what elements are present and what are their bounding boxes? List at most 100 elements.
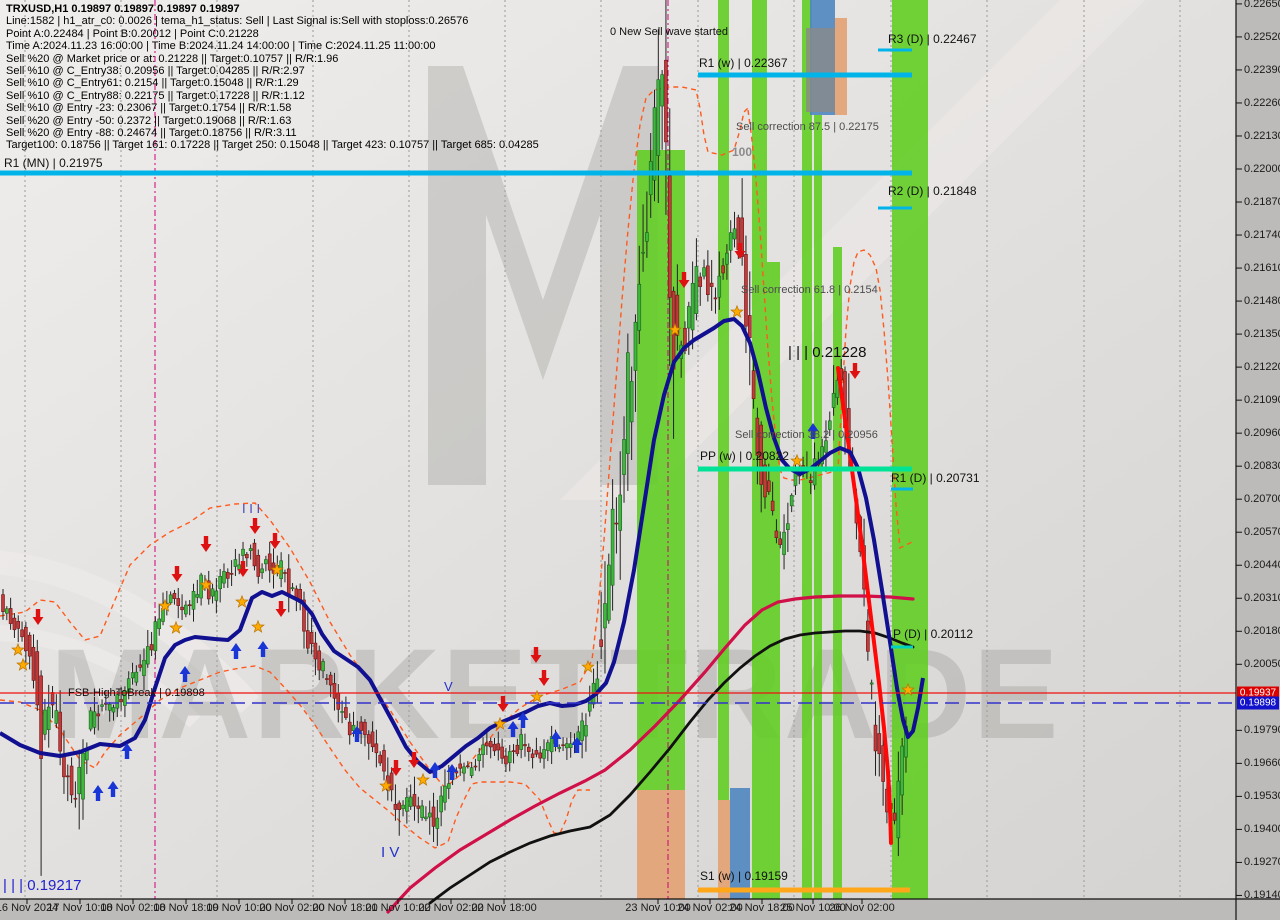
sell-arrow-icon (538, 670, 550, 686)
price-axis-label: 0.19660 (1244, 757, 1280, 770)
buy-arrow-icon (257, 641, 269, 657)
price-axis-label: 0.21870 (1244, 196, 1280, 209)
indicator-info-line: Line:1582 | h1_atr_c0: 0.0026 | tema_h1_… (6, 15, 469, 28)
time-axis-label: 22 Nov 18:00 (471, 902, 537, 914)
indicator-info-panel: TRXUSD,H1 0.19897 0.19897 0.19897 0.1989… (6, 3, 539, 152)
sell-arrow-icon (734, 243, 746, 259)
time-axis-label: 18 Nov 02:00 (100, 902, 166, 914)
time-axis-label: 24 Nov 02:00 (677, 902, 743, 914)
entry-star-icon (16, 657, 30, 671)
buy-arrow-icon (230, 643, 242, 659)
buy-arrow-icon (550, 731, 562, 747)
time-axis-label: 26 Nov 02:00 (829, 902, 895, 914)
indicator-info-line: Sell %20 @ Entry -88: 0.24674 || Target:… (6, 127, 297, 140)
indicator-info-line: Sell %20 @ Market price or at: 0.21228 |… (6, 52, 339, 65)
price-axis-label: 0.21480 (1244, 295, 1280, 308)
price-axis-label: 0.22130 (1244, 129, 1280, 142)
chart-label: S1 (w) | 0.19159 (700, 869, 788, 883)
chart-label: R1 (MN) | 0.21975 (4, 156, 103, 170)
entry-star-icon (790, 453, 804, 467)
price-axis-label: 0.22260 (1244, 96, 1280, 109)
indicator-info-line: Sell %20 @ Entry -50: 0.2372 || Target:0… (6, 114, 292, 127)
entry-star-icon (199, 577, 213, 591)
buy-arrow-icon (807, 423, 819, 439)
price-axis-label: 0.21350 (1244, 328, 1280, 341)
price-axis-label: 0.19530 (1244, 790, 1280, 803)
buy-arrow-icon (517, 712, 529, 728)
sell-arrow-icon (497, 696, 509, 712)
ma-navy (0, 317, 925, 774)
chart-label: R2 (D) | 0.21848 (888, 184, 977, 198)
price-axis-label: 0.20440 (1244, 559, 1280, 572)
sell-arrow-icon (530, 647, 542, 663)
gridlines (24, 0, 1181, 899)
price-axis-label: 0.19400 (1244, 823, 1280, 836)
price-axis-label: 0.22650 (1244, 0, 1280, 10)
chart-label: I V (381, 844, 400, 861)
entry-star-icon (235, 594, 249, 608)
entry-star-icon (11, 642, 25, 656)
buy-arrow-icon (429, 762, 441, 778)
time-axis-label: 20 Nov 18:00 (312, 902, 378, 914)
sell-arrow-icon (237, 561, 249, 577)
buy-arrow-icon (121, 743, 133, 759)
chart-label: Sell correction 87.5 | 0.22175 (736, 121, 879, 133)
time-axis-label: 18 Nov 18:00 (153, 902, 219, 914)
buy-arrow-icon (92, 785, 104, 801)
price-axis-label: 0.21220 (1244, 361, 1280, 374)
buy-arrow-icon (571, 737, 583, 753)
symbol-ohlc-title: TRXUSD,H1 0.19897 0.19897 0.19897 0.1989… (6, 3, 240, 15)
chart-label: 100 (732, 145, 753, 159)
chart-label: Sell correction 38.2 | 0.20956 (735, 429, 878, 441)
entry-star-icon (158, 598, 172, 612)
entry-star-icon (493, 716, 507, 730)
indicator-info-line: Target100: 0.18756 || Target 161: 0.1722… (6, 139, 539, 152)
time-axis-label: 20 Nov 02:00 (259, 902, 325, 914)
current-price-lines (0, 692, 1236, 704)
price-axis-label: 0.20960 (1244, 427, 1280, 440)
indicator-info-line: Sell %10 @ C_Entry61: 0.2154 || Target:0… (6, 77, 299, 90)
entry-star-icon (901, 682, 915, 696)
indicator-info-line: Sell %10 @ Entry -23: 0.23067 || Target:… (6, 102, 292, 115)
sell-arrow-icon (269, 533, 281, 549)
time-axis-label: 24 Nov 18:00 (729, 902, 795, 914)
price-axis-label: 0.20700 (1244, 493, 1280, 506)
time-axis-label: 16 Nov 2024 (0, 902, 59, 914)
buy-arrow-icon (446, 764, 458, 780)
entry-star-icon (730, 304, 744, 318)
chart-label: R3 (D) | 0.22467 (888, 32, 977, 46)
price-axis-label: 0.22000 (1244, 162, 1280, 175)
time-axis-label: 25 Nov 10:00 (780, 902, 846, 914)
indicator-info-line: Time A:2024.11.23 16:00:00 | Time B:2024… (6, 40, 436, 53)
price-axis-label: 0.22520 (1244, 30, 1280, 43)
signal-red-line (836, 366, 893, 845)
current-price-badge: 0.19937 (1237, 686, 1279, 700)
time-axis-label: 21 Nov 10:00 (365, 902, 431, 914)
price-axis-label: 0.20050 (1244, 658, 1280, 671)
sell-arrow-icon (390, 760, 402, 776)
price-axis-label: 0.20830 (1244, 460, 1280, 473)
entry-star-icon (416, 772, 430, 786)
signal-markers (11, 243, 915, 801)
sell-arrow-icon (32, 609, 44, 625)
entry-star-icon (169, 620, 183, 634)
buy-arrow-icon (351, 726, 363, 742)
ma-black (428, 629, 915, 905)
time-axis-label: 19 Nov 10:00 (206, 902, 272, 914)
sell-arrow-icon (171, 566, 183, 582)
sell-arrow-icon (408, 752, 420, 768)
chart-label: I I I (242, 501, 261, 516)
time-axis-label: 22 Nov 02:00 (418, 902, 484, 914)
candlestick-series (1, 0, 908, 876)
entry-star-icon (581, 659, 595, 673)
price-axis-label: 0.19790 (1244, 724, 1280, 737)
price-axis-label: 0.20180 (1244, 625, 1280, 638)
chart-label: V (444, 679, 453, 694)
chart-label: R1 (D) | 0.20731 (891, 471, 980, 485)
current-price-badge: 0.19898 (1237, 696, 1279, 710)
chart-label: FSB-HighToBreak | 0.19898 (68, 687, 205, 699)
chart-label: R1 (w) | 0.22367 (699, 56, 788, 70)
chart-label: | | | 0.21228 (788, 344, 867, 361)
